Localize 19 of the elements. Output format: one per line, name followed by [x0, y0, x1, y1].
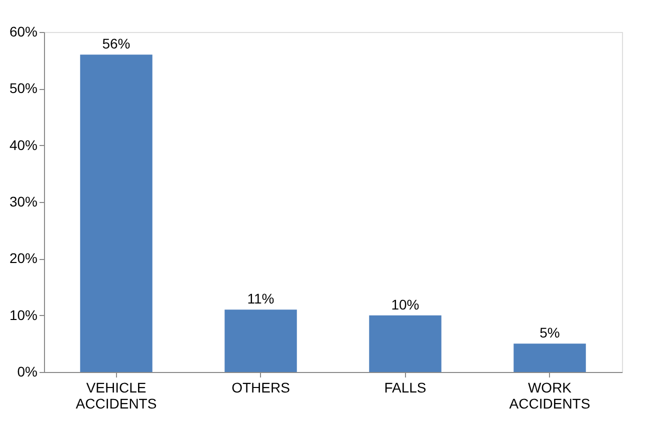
y-tick-label: 60%: [9, 24, 38, 40]
data-label: 10%: [391, 296, 420, 312]
data-label: 56%: [102, 36, 130, 52]
x-tick-label: WORK ACCIDENTS: [509, 380, 590, 412]
x-tick-label: OTHERS: [232, 380, 290, 396]
data-label: 5%: [540, 324, 560, 341]
y-tick-label: 20%: [9, 250, 38, 266]
x-tick-label: FALLS: [384, 380, 426, 396]
x-tick-label: VEHICLE ACCIDENTS: [76, 380, 157, 412]
bar: [369, 315, 442, 372]
bar: [514, 344, 586, 372]
y-tick-label: 30%: [9, 194, 38, 210]
y-tick-label: 50%: [9, 80, 38, 96]
bar: [224, 310, 297, 372]
bar: [80, 54, 152, 372]
y-tick-label: 40%: [9, 136, 38, 153]
y-tick-label: 10%: [9, 306, 38, 323]
y-tick-label: 0%: [17, 364, 38, 380]
data-label: 11%: [247, 290, 274, 307]
